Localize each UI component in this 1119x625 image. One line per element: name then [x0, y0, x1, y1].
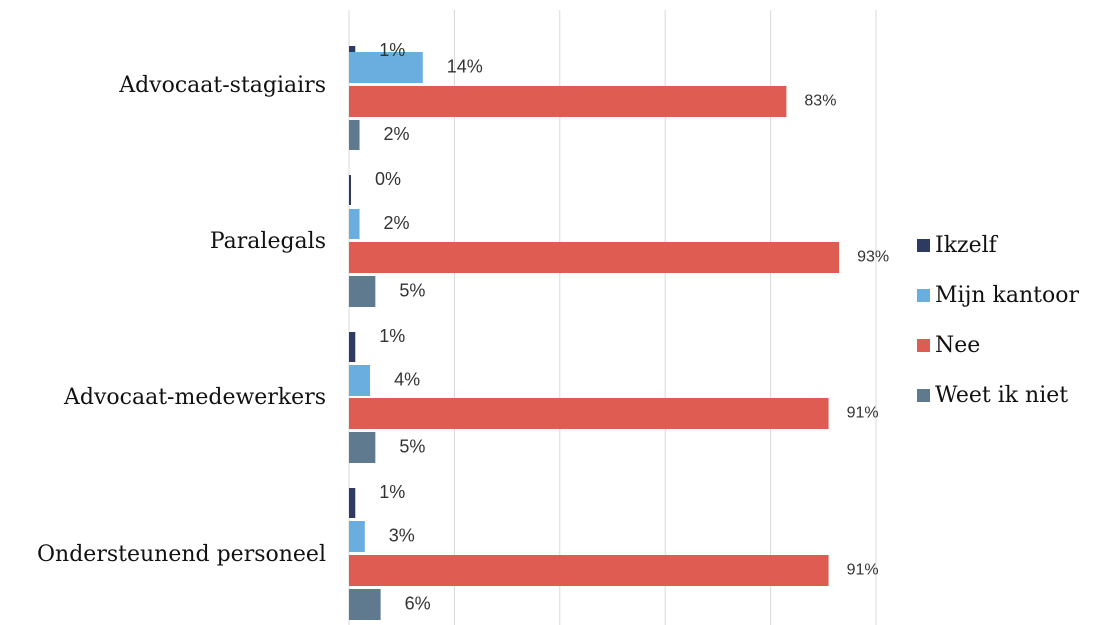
legend-label: Ikzelf — [935, 232, 997, 258]
legend-item: Weet ik niet — [917, 378, 1079, 412]
bar-mijn-kantoor — [349, 209, 360, 239]
category-label: Ondersteunend personeel — [37, 542, 326, 567]
data-label: 93% — [857, 249, 889, 266]
data-label: 83% — [804, 93, 836, 110]
bar-weet-ik-niet — [349, 120, 360, 150]
bar-nee — [349, 242, 840, 273]
data-label: 6% — [405, 593, 431, 613]
legend-item: Mijn kantoor — [917, 278, 1079, 312]
legend-swatch — [917, 238, 930, 252]
data-label: 5% — [399, 280, 425, 300]
bar-ikzelf — [349, 332, 356, 362]
category-label: Advocaat-medewerkers — [63, 385, 326, 410]
legend-item: Nee — [917, 328, 1079, 362]
value-labels: 1% 14% 83% 2% 0% 2% 93% 5% 1% 4% 91% 5% 1% 3% 91% 6% — [375, 40, 889, 614]
data-label: 2% — [384, 124, 410, 144]
data-label: 2% — [384, 213, 410, 233]
data-label: 0% — [375, 169, 401, 189]
legend: Ikzelf Mijn kantoor Nee Weet ik niet — [917, 228, 1079, 428]
legend-swatch — [917, 338, 930, 352]
bar-ikzelf — [349, 488, 356, 518]
bar-ikzelf — [349, 175, 351, 205]
legend-swatch — [917, 388, 930, 402]
data-label: 14% — [447, 56, 483, 76]
bars — [349, 46, 840, 620]
bar-nee — [349, 86, 787, 117]
bar-mijn-kantoor — [349, 365, 371, 396]
data-label: 1% — [379, 326, 405, 346]
data-label: 5% — [399, 436, 425, 456]
data-label: 1% — [379, 482, 405, 502]
data-label: 1% — [379, 40, 405, 60]
category-label: Paralegals — [210, 229, 326, 254]
legend-label: Mijn kantoor — [935, 282, 1080, 308]
bar-nee — [349, 555, 829, 586]
bar-mijn-kantoor — [349, 521, 365, 552]
legend-swatch — [917, 288, 930, 302]
legend-label: Nee — [935, 332, 981, 358]
category-labels: Advocaat-stagiairs Paralegals Advocaat-med… — [37, 73, 326, 567]
category-label: Advocaat-stagiairs — [118, 73, 326, 98]
data-label: 91% — [847, 405, 879, 422]
data-label: 4% — [394, 369, 420, 389]
bar-mijn-kantoor — [349, 52, 423, 83]
bar-weet-ik-niet — [349, 432, 376, 463]
bar-weet-ik-niet — [349, 276, 376, 307]
legend-item: Ikzelf — [917, 228, 1079, 262]
bar-weet-ik-niet — [349, 589, 381, 620]
data-label: 91% — [847, 562, 879, 579]
bar-nee — [349, 398, 829, 429]
legend-label: Weet ik niet — [935, 382, 1069, 408]
data-label: 3% — [389, 525, 415, 545]
